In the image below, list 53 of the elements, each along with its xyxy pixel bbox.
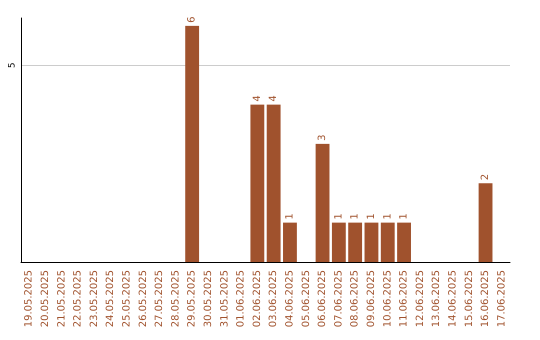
x-tick-label: 11.06.2025 [398,270,410,328]
bar [332,222,346,262]
data-label: 1 [333,213,344,220]
bar [380,222,395,262]
x-tick-label: 01.06.2025 [236,270,247,328]
bar [250,104,264,262]
x-tick-label: 06.06.2025 [317,270,328,328]
data-label: 1 [284,213,296,220]
x-tick-label: 03.06.2025 [268,270,280,328]
x-tick-label: 04.06.2025 [284,270,296,328]
x-tick-label: 19.05.2025 [24,270,35,328]
x-tick-label: 23.05.2025 [88,270,100,328]
data-label: 2 [480,174,492,180]
x-tick-label: 12.06.2025 [414,270,426,328]
x-tick-label: 28.05.2025 [170,270,182,328]
x-tick-label: 17.06.2025 [496,270,508,328]
data-label: 1 [382,213,394,220]
x-tick-label: 05.06.2025 [300,270,312,328]
data-label: 1 [350,213,361,220]
x-tick-label: 14.06.2025 [447,270,458,328]
bar [478,183,492,262]
bar [348,222,362,262]
x-tick-label: 30.05.2025 [202,270,214,328]
data-label: 6 [186,16,198,23]
data-label: 4 [252,95,263,102]
x-tick-label: 21.05.2025 [56,270,68,328]
x-tick-label: 27.05.2025 [154,270,166,328]
x-tick-label: 26.05.2025 [138,270,149,328]
x-tick-label: 13.06.2025 [431,270,442,328]
x-tick-label: 25.05.2025 [121,270,132,328]
x-tick-label: 02.06.2025 [252,270,263,328]
data-label: 3 [317,134,328,141]
x-tick-label: 09.06.2025 [366,270,377,328]
x-tick-label: 15.06.2025 [464,270,475,328]
x-tick-label: 29.05.2025 [186,270,198,328]
data-label: 1 [398,213,410,220]
x-tick-label: 16.06.2025 [480,270,492,328]
x-tick-label: 20.05.2025 [40,270,51,328]
x-tick-label: 31.05.2025 [219,270,230,328]
data-label: 1 [366,213,377,220]
bar [283,222,297,262]
bar [397,222,411,262]
y-tick-label: 5 [8,62,18,68]
x-tick-label: 22.05.2025 [72,270,84,328]
data-label: 4 [268,95,280,102]
x-tick-label: 07.06.2025 [333,270,344,328]
x-tick-label: 24.05.2025 [105,270,116,328]
bar [364,222,378,262]
bar [185,26,200,262]
bar [316,144,330,262]
x-tick-label: 10.06.2025 [382,270,394,328]
bar [266,104,281,262]
x-tick-label: 08.06.2025 [350,270,361,328]
